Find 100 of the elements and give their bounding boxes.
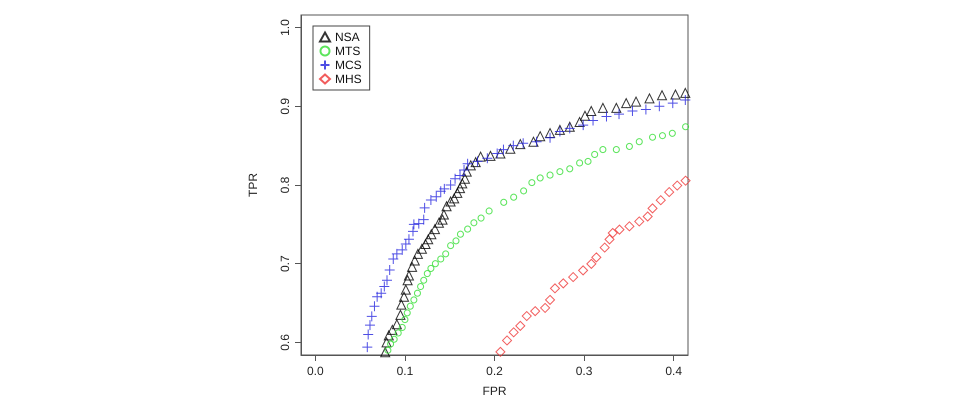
point [404, 309, 411, 316]
point [434, 218, 444, 228]
point [419, 202, 430, 214]
point [668, 130, 676, 137]
point [654, 100, 665, 112]
point [420, 239, 431, 250]
x-tick-label: 0.4 [665, 364, 682, 378]
point [680, 176, 691, 186]
point [408, 218, 420, 230]
legend-label: MCS [335, 58, 362, 72]
point [621, 98, 632, 108]
point [680, 94, 691, 106]
point [401, 316, 408, 324]
point [522, 311, 532, 322]
point [608, 228, 618, 238]
point [470, 219, 478, 226]
point [400, 284, 411, 295]
y-tick-label: 1.0 [278, 18, 292, 36]
point [417, 283, 424, 290]
point [502, 335, 512, 346]
point [396, 244, 408, 256]
point [558, 278, 568, 288]
point [599, 146, 606, 154]
point [410, 296, 418, 304]
point [642, 211, 653, 222]
point [435, 186, 446, 197]
point [505, 144, 516, 154]
point [658, 132, 666, 140]
y-tick-label: 0.7 [278, 255, 292, 272]
point [588, 114, 599, 126]
point [456, 230, 464, 238]
point [657, 90, 668, 100]
point [574, 117, 585, 128]
point [368, 300, 380, 312]
point [384, 264, 396, 276]
point [580, 110, 590, 121]
point [518, 138, 529, 149]
point [380, 347, 390, 358]
point [457, 178, 468, 188]
point [536, 174, 544, 182]
x-tick-label: 0.2 [486, 364, 504, 378]
point [535, 131, 546, 142]
point [364, 320, 376, 331]
point [612, 146, 620, 154]
y-tick-label: 0.8 [278, 176, 292, 194]
point [500, 198, 508, 206]
point [394, 329, 402, 336]
point [430, 191, 442, 202]
point [384, 330, 394, 340]
point [568, 272, 578, 282]
point [418, 214, 430, 226]
point [387, 340, 394, 348]
point [576, 159, 584, 166]
point [578, 120, 589, 131]
point [449, 193, 460, 204]
point [466, 160, 476, 170]
point [398, 324, 406, 331]
point [600, 242, 610, 253]
point [495, 346, 506, 357]
point [640, 104, 652, 115]
point [437, 255, 444, 262]
point [584, 158, 592, 165]
point [682, 123, 690, 130]
point [631, 96, 642, 107]
point [420, 276, 428, 284]
point [600, 111, 612, 122]
point [414, 290, 421, 297]
legend-label: MTS [335, 44, 360, 58]
point [478, 214, 485, 222]
point [399, 292, 410, 302]
point [636, 138, 643, 146]
point [410, 256, 420, 266]
point [407, 226, 418, 237]
point [486, 207, 493, 214]
point [413, 218, 424, 230]
point [667, 98, 678, 109]
point [624, 221, 634, 232]
point [545, 128, 556, 138]
point [672, 180, 682, 191]
point [423, 234, 434, 244]
point [531, 136, 542, 148]
point [644, 93, 654, 104]
x-tick-label: 0.3 [576, 364, 593, 378]
point [366, 310, 378, 322]
y-tick-label: 0.6 [278, 334, 292, 351]
point [438, 214, 448, 225]
point [498, 144, 509, 156]
x-axis-title: FPR [482, 384, 507, 398]
point [598, 102, 608, 113]
point [508, 327, 519, 338]
point [382, 274, 392, 286]
point [462, 166, 472, 177]
x-tick-label: 0.0 [306, 364, 324, 378]
point [450, 173, 461, 184]
point [426, 229, 436, 240]
point [586, 258, 596, 269]
point [388, 253, 399, 264]
point [476, 152, 486, 162]
point [362, 342, 373, 353]
point [485, 150, 496, 161]
